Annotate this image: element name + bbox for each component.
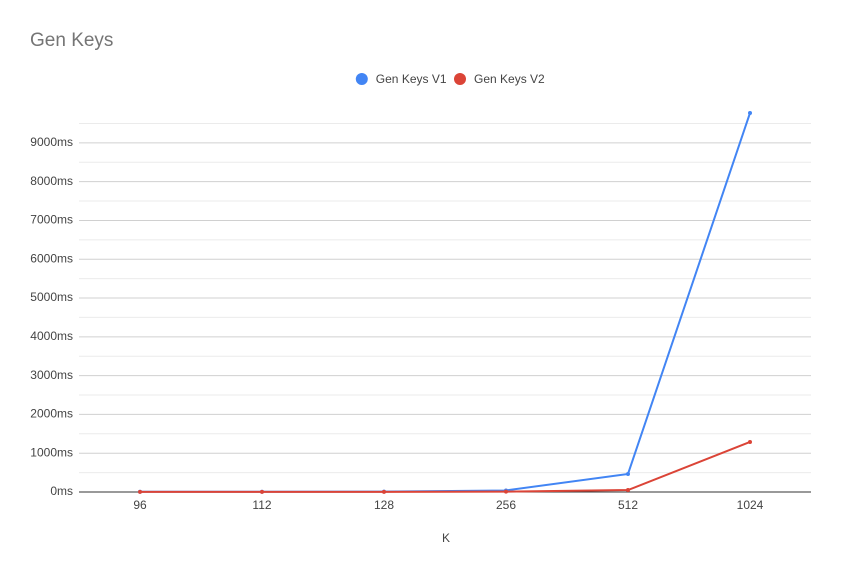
legend-label: Gen Keys V1 bbox=[376, 72, 447, 86]
series-line bbox=[140, 441, 751, 493]
data-point bbox=[382, 489, 386, 494]
y-tick-label: 4000ms bbox=[30, 329, 73, 343]
y-tick-label: 1000ms bbox=[30, 445, 73, 459]
x-tick-label: 96 bbox=[133, 498, 147, 512]
y-tick-label: 0ms bbox=[50, 484, 73, 498]
data-point bbox=[626, 471, 630, 476]
y-tick-label: 8000ms bbox=[30, 174, 73, 188]
legend-marker bbox=[454, 73, 466, 85]
data-point bbox=[748, 111, 752, 115]
y-tick-label: 5000ms bbox=[30, 290, 73, 304]
x-tick-label: 256 bbox=[496, 498, 516, 512]
data-point bbox=[626, 488, 630, 493]
y-tick-label: 6000ms bbox=[30, 251, 73, 265]
data-point bbox=[504, 489, 508, 494]
x-axis-label: K bbox=[442, 531, 450, 545]
legend-marker bbox=[355, 73, 368, 85]
y-tick-label: 2000ms bbox=[30, 407, 73, 421]
y-tick-label: 3000ms bbox=[30, 368, 73, 382]
y-tick-label: 9000ms bbox=[30, 135, 73, 149]
x-tick-label: 1024 bbox=[737, 498, 764, 512]
data-point bbox=[138, 489, 142, 494]
x-tick-label: 512 bbox=[618, 498, 638, 512]
y-tick-label: 7000ms bbox=[30, 213, 73, 227]
x-tick-label: 128 bbox=[374, 498, 394, 512]
chart-title: Gen Keys bbox=[30, 30, 113, 51]
legend-label: Gen Keys V2 bbox=[474, 72, 545, 86]
data-point bbox=[748, 439, 752, 444]
data-point bbox=[260, 489, 264, 494]
x-tick-label: 112 bbox=[252, 498, 271, 512]
